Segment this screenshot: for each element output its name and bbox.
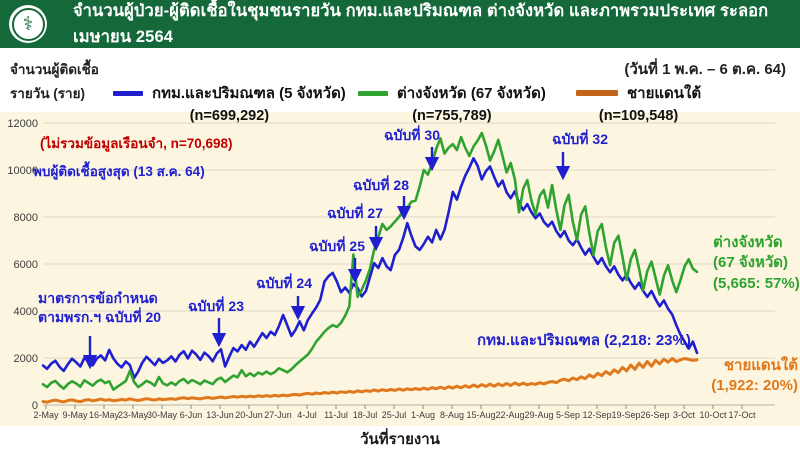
legend-label-bkk: กทม.และปริมณฑล (5 จังหวัด) xyxy=(152,85,346,102)
page-title: จำนวนผู้ป่วย-ผู้ติดเชื้อในชุมชนรายวัน กท… xyxy=(73,2,769,46)
annotation: ต่างจังหวัด (67 จังหวัด) (5,665: 57%) xyxy=(713,234,800,292)
annotation: ฉบับที่ 24 xyxy=(256,275,312,291)
moph-logo-icon: ⚕ xyxy=(9,5,47,43)
annotation: ฉบับที่ 32 xyxy=(552,131,608,147)
annotation: มาตรการข้อกำหนด ตามพรก.ฯ ฉบับที่ 20 xyxy=(38,290,162,325)
title-bar: ⚕ จำนวนผู้ป่วย-ผู้ติดเชื้อในชุมชนรายวัน … xyxy=(0,0,800,48)
annotation: กทม.และปริมณฑล (2,218: 23%) xyxy=(477,332,691,349)
y-axis-label-line2: รายวัน (ราย) xyxy=(10,85,86,101)
legend-item-provinces: ต่างจังหวัด (67 จังหวัด) (n=755,789) xyxy=(358,81,546,124)
y-axis-label: จำนวนผู้ติดเชื้อ รายวัน (ราย) xyxy=(10,58,99,105)
annotation: ฉบับที่ 23 xyxy=(188,298,244,314)
annotation: ชายแดนใต้ (1,922: 20%) xyxy=(711,357,798,395)
date-range-label: (วันที่ 1 พ.ค. – 6 ต.ค. 64) xyxy=(624,61,786,78)
legend-n-bkk: (n=699,292) xyxy=(189,108,270,124)
legend-item-south: ชายแดนใต้ (n=109,548) xyxy=(576,81,701,124)
annotation: (ไม่รวมข้อมูลเรือนจำ, n=70,698) xyxy=(40,136,233,151)
legend-label-provinces: ต่างจังหวัด (67 จังหวัด) xyxy=(397,85,546,102)
legend-n-south: (n=109,548) xyxy=(598,108,679,124)
x-axis-title: วันที่รายงาน xyxy=(360,431,440,448)
annotation: พบผู้ติดเชื้อสูงสุด (13 ส.ค. 64) xyxy=(33,164,205,179)
annotation: ฉบับที่ 25 xyxy=(309,238,365,254)
annotation: ฉบับที่ 28 xyxy=(353,177,409,193)
legend-item-bkk: กทม.และปริมณฑล (5 จังหวัด) (n=699,292) xyxy=(113,81,346,124)
legend-swatch-bkk xyxy=(113,90,143,96)
legend-n-provinces: (n=755,789) xyxy=(412,108,492,124)
chart-panel xyxy=(0,112,800,426)
annotation: ฉบับที่ 30 xyxy=(384,127,440,143)
y-axis-label-line1: จำนวนผู้ติดเชื้อ xyxy=(10,62,99,77)
annotation: ฉบับที่ 27 xyxy=(327,205,383,221)
legend-swatch-south xyxy=(576,90,618,96)
legend-label-south: ชายแดนใต้ xyxy=(627,85,702,102)
caduceus-icon: ⚕ xyxy=(11,7,45,41)
legend-swatch-provinces xyxy=(358,90,388,96)
